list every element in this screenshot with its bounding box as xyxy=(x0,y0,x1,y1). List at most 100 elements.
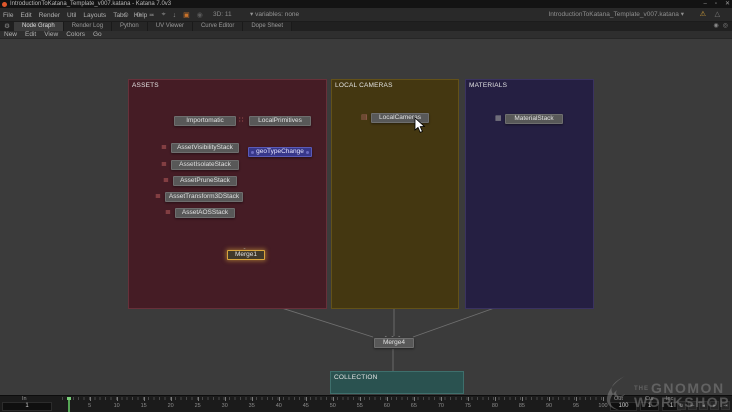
node-geotypechange[interactable]: geoTypeChange xyxy=(248,147,312,157)
tab-dope-sheet[interactable]: Dope Sheet xyxy=(243,22,293,31)
stack-icon: ≣ xyxy=(163,177,169,184)
prev-frame-button[interactable]: ◂ xyxy=(699,401,708,410)
tab-node-graph[interactable]: Node Graph xyxy=(14,22,64,31)
out-field[interactable]: 100 xyxy=(610,402,637,411)
group-label: ASSETS xyxy=(132,82,159,89)
timeline[interactable]: In 1 5 10 15 20 25 30 35 40 45 50 55 60 65 70 75 80 85 90… xyxy=(0,395,732,412)
graphmenu-colors[interactable]: Colors xyxy=(66,31,85,38)
menu-tabs[interactable]: Tabs xyxy=(113,11,127,19)
panel-gear-icon[interactable]: ◎ xyxy=(722,23,728,29)
cur-label: Cur xyxy=(645,396,654,402)
graphmenu-edit[interactable]: Edit xyxy=(25,31,37,38)
loop-button[interactable]: ↻ xyxy=(677,401,686,410)
next-frame-button[interactable]: ▸ xyxy=(710,401,719,410)
toolbar-icons: ⊙ ⟳ ≖ ⌖ ↓ ▣ ◉ xyxy=(123,8,203,22)
tab-render-log[interactable]: Render Log xyxy=(63,22,113,31)
timeline-tick xyxy=(440,397,442,401)
warning-icon[interactable]: ⚠ xyxy=(699,11,706,18)
menu-render[interactable]: Render xyxy=(38,11,61,19)
node-localprimitives[interactable]: ∷ LocalPrimitives xyxy=(239,116,311,126)
timeline-ruler[interactable] xyxy=(62,397,603,400)
close-button[interactable]: ✕ xyxy=(724,1,730,7)
tab-python[interactable]: Python xyxy=(112,22,148,31)
menu-util[interactable]: Util xyxy=(67,11,77,19)
timeline-tick xyxy=(521,397,523,401)
menu-bar: File Edit Render Util Layouts Tabs Help xyxy=(3,8,147,22)
timeline-tick-label: 30 xyxy=(221,403,228,409)
node-importomatic[interactable]: Importomatic xyxy=(174,116,236,126)
minimize-button[interactable]: – xyxy=(703,1,707,7)
node-label: LocalPrimitives xyxy=(258,117,302,124)
node-label: geoTypeChange xyxy=(256,148,304,155)
graphmenu-new[interactable]: New xyxy=(4,31,18,38)
variables-dropdown[interactable]: ▾ variables: none xyxy=(250,11,300,18)
nodegraph-canvas[interactable]: ASSETS LOCAL CAMERAS MATERIALS COLLECTION Im… xyxy=(0,39,732,395)
stack-icon: ≣ xyxy=(161,144,167,151)
group-label: COLLECTION xyxy=(334,374,378,381)
timeline-tick xyxy=(494,397,496,401)
menu-edit[interactable]: Edit xyxy=(20,11,32,19)
scene-file-dropdown[interactable]: IntroductionToKatana_Template_v007.katan… xyxy=(548,11,684,18)
nodegraph-menu-bar: New Edit View Colors Go xyxy=(0,31,732,39)
tab-curve-editor[interactable]: Curve Editor xyxy=(192,22,244,31)
timeline-tick-label: 85 xyxy=(518,403,525,409)
timeline-tick-label: 40 xyxy=(275,403,282,409)
timeline-tick xyxy=(548,397,550,401)
secondary-warning-icon[interactable]: △ xyxy=(714,11,720,18)
node-label: LocalCameras xyxy=(379,114,421,121)
timeline-tick-label: 45 xyxy=(302,403,309,409)
status-dot-icon[interactable]: ◉ xyxy=(196,12,203,19)
group-collection[interactable]: COLLECTION xyxy=(330,371,464,394)
timeline-tick xyxy=(143,397,145,401)
timeline-tick-label: 100 xyxy=(598,403,608,409)
timeline-tick-label: 25 xyxy=(194,403,201,409)
node-input-ports[interactable]: ⌄ xyxy=(242,245,250,250)
pointer-mode-icon[interactable]: ⌖ xyxy=(161,11,166,18)
node-label: AssetAOSStack xyxy=(181,209,229,216)
render-icon[interactable]: ▣ xyxy=(183,12,190,19)
first-frame-button[interactable]: ⇤ xyxy=(688,401,697,410)
menu-layouts[interactable]: Layouts xyxy=(83,11,107,19)
node-input-ports[interactable]: ⌄⌄⌄ xyxy=(383,333,405,338)
inc-label: Inc xyxy=(666,396,674,402)
snap-icon[interactable]: ⊙ xyxy=(123,12,129,19)
node-materialstack[interactable]: ▦ MaterialStack xyxy=(495,114,563,124)
pin-icon[interactable]: ◉ xyxy=(713,23,719,29)
node-assetprunestack[interactable]: ≣ AssetPruneStack xyxy=(163,176,237,186)
group-label: MATERIALS xyxy=(469,82,508,89)
node-merge1[interactable]: ⌄ Merge1 xyxy=(227,245,265,260)
in-field[interactable]: 1 xyxy=(2,402,52,411)
timeline-playhead[interactable] xyxy=(67,397,71,412)
menu-file[interactable]: File xyxy=(3,11,14,19)
node-assettransform3dstack[interactable]: ≣ AssetTransform3DStack xyxy=(155,192,243,202)
current-frame-field[interactable]: 1 xyxy=(640,402,659,411)
download-icon[interactable]: ↓ xyxy=(172,11,177,19)
timeline-tick xyxy=(224,397,226,401)
tab-uv-viewer[interactable]: UV Viewer xyxy=(147,22,193,31)
timeline-tick-label: 50 xyxy=(329,403,336,409)
menu-help[interactable]: Help xyxy=(133,11,148,19)
main-toolbar: File Edit Render Util Layouts Tabs Help ⊙ ⟳ ≖ ⌖ ↓ ▣… xyxy=(0,8,732,22)
node-localcameras[interactable]: ▤ LocalCameras xyxy=(361,113,429,123)
graphmenu-view[interactable]: View xyxy=(44,31,59,38)
timeline-tick xyxy=(386,397,388,401)
node-assetisolatestack[interactable]: ≣ AssetIsolateStack xyxy=(161,160,239,170)
last-frame-button[interactable]: ⇥ xyxy=(721,401,730,410)
gear-icon[interactable]: ⚙ xyxy=(4,23,10,30)
node-assetvisibilitystack[interactable]: ≣ AssetVisibilityStack xyxy=(161,143,239,153)
node-assetaosstack[interactable]: ≣ AssetAOSStack xyxy=(165,208,235,218)
tab-bar: ⚙ Node Graph Render Log Python UV Viewer Cur… xyxy=(0,22,732,31)
maximize-button[interactable]: ▫ xyxy=(714,1,717,7)
timeline-tick-label: 95 xyxy=(572,403,580,409)
link-icon[interactable]: ≖ xyxy=(148,12,155,19)
camera-icon: ▤ xyxy=(361,114,368,121)
node-merge4[interactable]: ⌄⌄⌄ Merge4 xyxy=(374,333,414,348)
timeline-tick-label: 90 xyxy=(545,403,553,409)
stack-icon: ≣ xyxy=(165,209,171,216)
sync-icon[interactable]: ⟳ xyxy=(135,12,142,19)
timeline-tick-label: 5 xyxy=(88,403,92,409)
graphmenu-go[interactable]: Go xyxy=(93,31,102,38)
primitives-icon: ∷ xyxy=(239,117,244,124)
stack-icon: ≣ xyxy=(161,161,167,168)
